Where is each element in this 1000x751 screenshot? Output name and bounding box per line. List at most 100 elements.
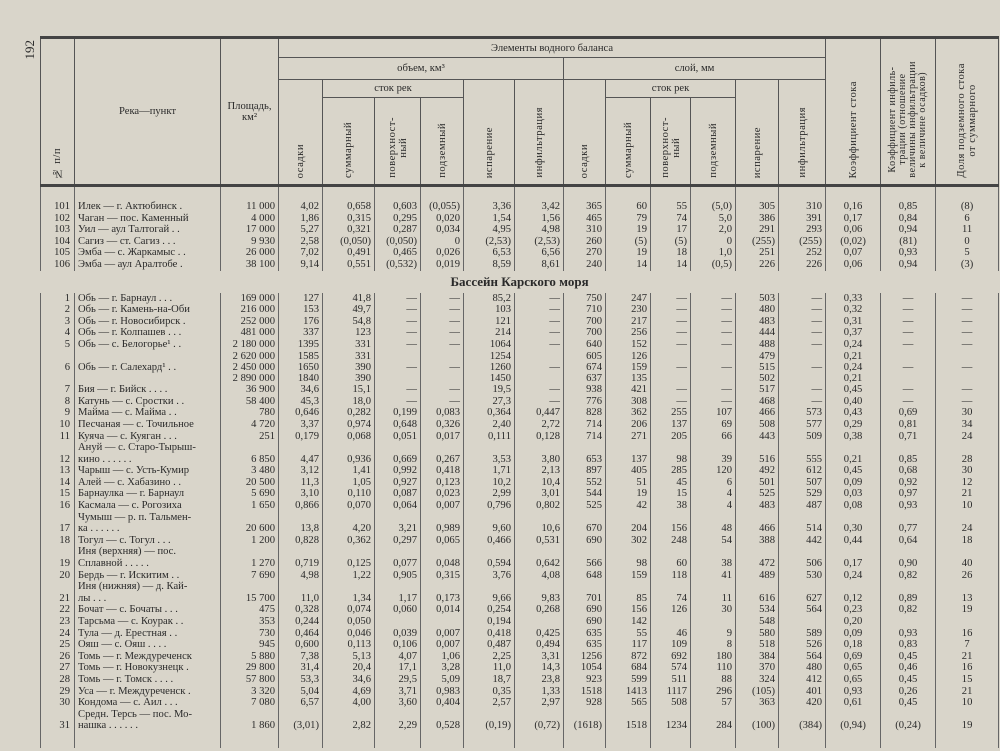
table-cell: 730 [220,627,279,640]
row-number: 106 [40,258,75,271]
river-station: Бердь — г. Искитим . . [74,569,221,582]
table-cell: (0,72) [514,708,564,732]
table-cell: 4,07 [374,650,421,663]
table-cell: 109 [650,639,691,651]
table-cell: 142 [605,616,651,628]
row-number: 11 [40,430,75,443]
table-cell: 308 [605,395,651,408]
table-cell: 11,0 [463,662,515,674]
table-cell: 0,45 [825,384,882,396]
table-cell: 4,69 [322,685,375,698]
table-cell: 2,58 [278,235,323,248]
table-cell: — [650,338,691,351]
table-cell: 525 [563,500,606,512]
table-cell: 40 [935,546,1000,570]
table-cell [650,616,691,628]
table-cell: 41,8 [322,292,375,305]
table-cell: 9,66 [463,581,515,605]
table-cell: 516 [735,442,779,466]
table-row: 19 Иня (верхняя) — пос. Сплавной . . . . … [40,546,1000,570]
table-row: 27 Томь — г. Новокузнецк . 29 800 31,4 20,4 1… [40,662,1000,674]
table-row: 2 Обь — г. Камень-на-Оби 216 000 153 49,7— —1… [40,304,1000,316]
table-row: 105 Эмба — с. Жаркамыс . . 26 000 7,02 0,491… [40,247,1000,259]
table-cell: — [935,315,1000,328]
table-cell: — [420,361,464,374]
table-cell: 0,45 [825,465,882,477]
table-cell: 49,7 [322,304,375,316]
table-cell: 363 [735,697,779,709]
table-cell: 0,017 [420,430,464,443]
table-cell: 0,070 [322,500,375,512]
table-cell: 3 320 [220,685,279,698]
table-cell: 51 [605,476,651,489]
table-cell: (1618) [563,708,606,732]
table-cell: 1234 [650,708,691,732]
table-cell: 690 [563,616,606,628]
table-cell: 0,020 [420,212,464,225]
table-cell: — [374,395,421,408]
river-station: Чарыш — с. Усть-Кумир [74,465,221,477]
table-cell: 1,05 [322,476,375,489]
table-cell: 388 [735,534,779,547]
table-cell: 30 [690,604,736,616]
header-volume: объем, км³ [278,57,564,80]
table-cell: 38 100 [220,258,279,271]
table-cell: 1260 [463,361,515,374]
page-number: 192 [22,40,37,60]
table-cell: 0,007 [420,639,464,651]
table-cell: 153 [278,304,323,316]
table-cell: — [374,384,421,396]
table-row: 2 620 000 1585 331 1254 605 126 479 0,21 [40,350,1000,362]
table-cell: 3,12 [278,465,323,477]
table-cell [880,350,937,362]
table-cell: — [514,384,564,396]
row-number [40,373,75,385]
table-cell: 0,600 [278,639,323,651]
table-cell: 0,603 [374,201,421,213]
table-cell: 3,31 [514,650,564,663]
table-cell: 0,81 [880,418,937,431]
section-row: Бассейн Карского моря [41,271,999,293]
header-layer: слой, мм [562,57,827,80]
table-cell: 260 [563,235,606,248]
table-cell: 137 [605,442,651,466]
table-cell: 217 [605,315,651,328]
table-cell: 0,594 [463,546,515,570]
row-number: 29 [40,685,75,698]
table-cell: 2,0 [690,224,736,236]
table-cell: 6 [935,212,1000,225]
table-cell: 0,65 [825,662,882,674]
table-cell: — [935,292,1000,305]
river-station: Чумыш — р. п. Тальмен- ка . . . . . . [74,511,221,535]
table-cell: 252 000 [220,315,279,328]
table-cell: 714 [563,430,606,443]
table-cell: 15 [650,488,691,501]
table-cell: — [420,327,464,339]
table-cell: (0,02) [825,235,882,248]
table-cell: 98 [650,442,691,466]
table-cell: 0,014 [420,604,464,616]
table-cell: 0,050 [322,616,375,628]
table-cell: 310 [777,201,827,213]
table-cell: 30 [935,407,1000,419]
table-cell: 501 [735,476,779,489]
table-cell: 589 [777,627,827,640]
river-station: Эмба — аул Аралтобе . [74,258,221,271]
table-cell: 8 [690,639,736,651]
table-cell: 331 [322,338,375,351]
table-cell: 1117 [650,685,691,698]
table-cell: — [514,315,564,328]
table-cell: — [650,361,691,374]
table-cell: 488 [735,338,779,351]
table-cell: 1054 [563,662,606,674]
table-cell [374,350,421,362]
table-cell: 0,048 [420,546,464,570]
table-row: 106 Эмба — аул Аралтобе . 38 100 9,14 0,551(… [40,258,1000,271]
table-cell: 479 [735,350,779,362]
table-cell: — [880,304,937,316]
table-cell: 60 [650,546,691,570]
table-row: 7 Бия — г. Бийск . . . . 36 900 34,6 15,1— —1… [40,384,1000,396]
table-cell: 525 [735,488,779,501]
table-row: 16 Касмала — с. Рогозиха 1 650 0,866 0,070 0,… [40,500,1000,512]
row-number: 1 [40,292,75,305]
